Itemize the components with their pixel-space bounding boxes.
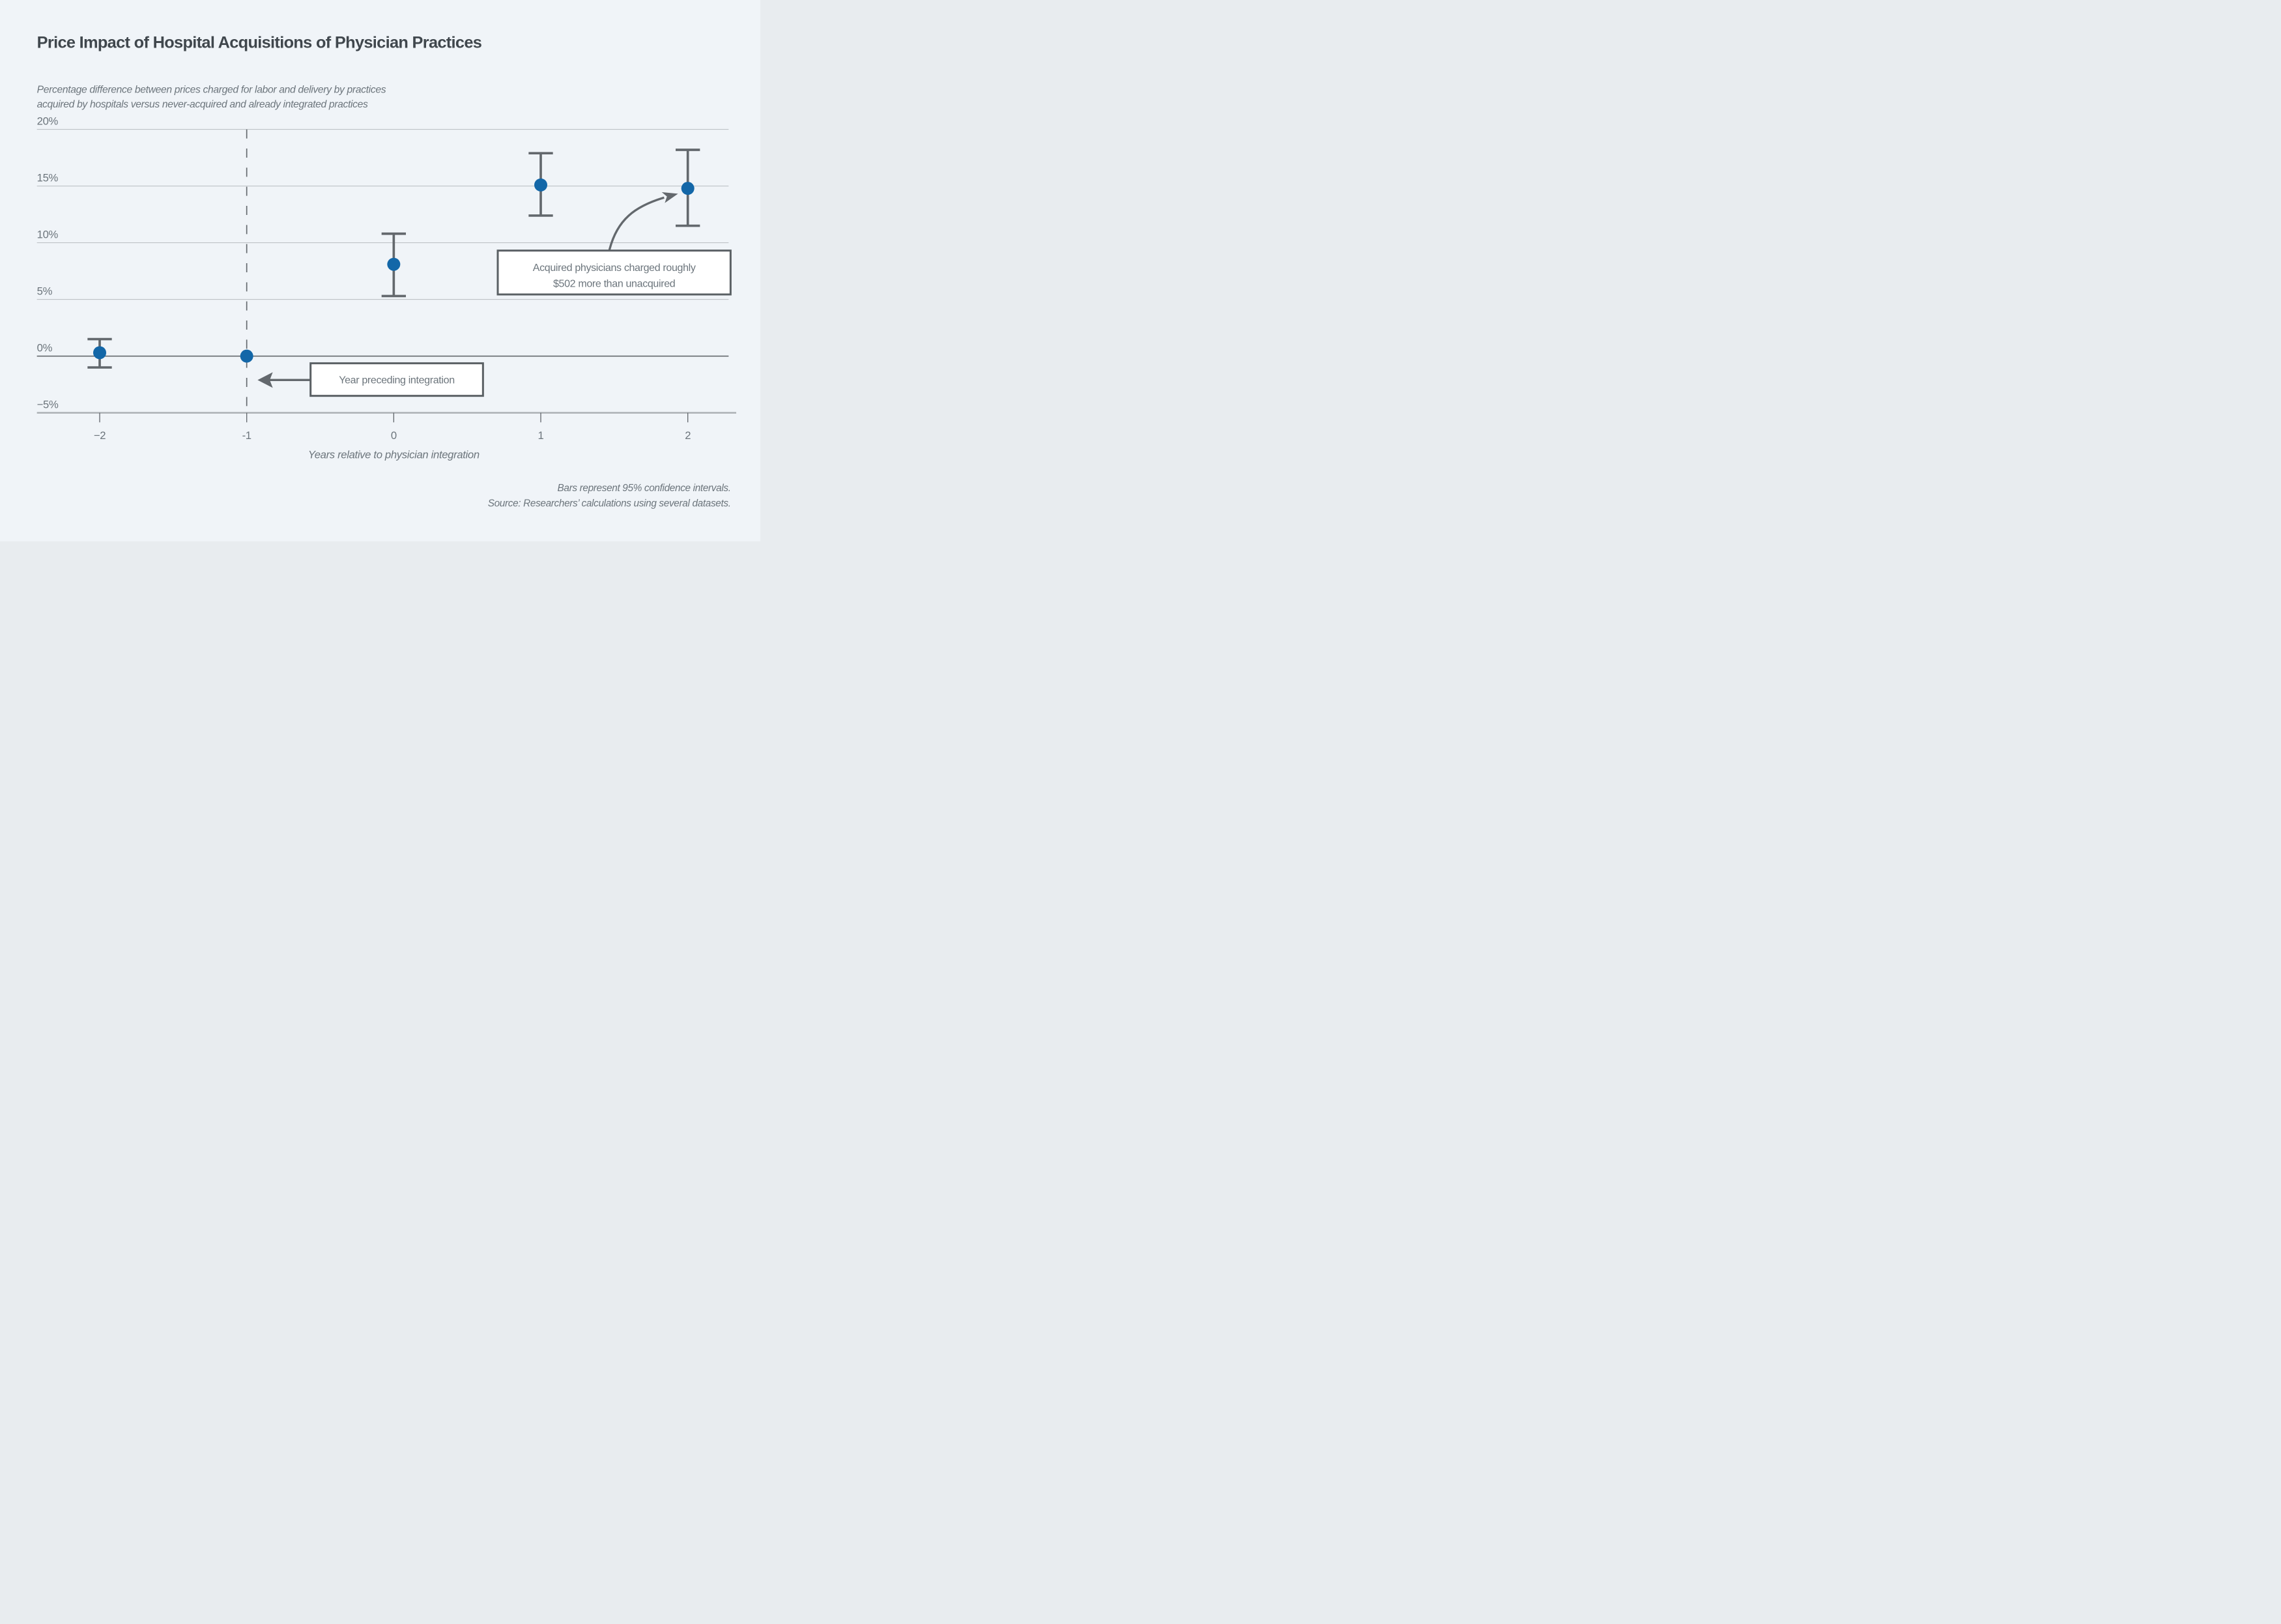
- x-tick-label: −2: [94, 429, 106, 442]
- chart-subtitle-line2: acquired by hospitals versus never-acqui…: [37, 99, 368, 110]
- plot-area: 20% 15% 10% 5% 0% −5% −2 -1 0 1 2: [36, 115, 736, 442]
- data-point: [240, 349, 253, 363]
- data-point: [93, 346, 106, 360]
- page-title: Price Impact of Hospital Acquisitions of…: [37, 33, 482, 51]
- arrowhead-left-icon: [257, 372, 273, 388]
- curved-arrow-line: [608, 196, 665, 251]
- annotation-preceding-label: Year preceding integration: [339, 375, 455, 386]
- price-impact-chart: Price Impact of Hospital Acquisitions of…: [0, 0, 760, 541]
- x-tick-label: -1: [242, 429, 251, 442]
- data-point: [681, 182, 695, 195]
- arrowhead-up-right-icon: [661, 192, 678, 203]
- data-point: [534, 178, 547, 192]
- y-tick-label: 15%: [37, 171, 59, 184]
- chart-subtitle-line1: Percentage difference between prices cha…: [37, 85, 386, 96]
- x-tick-label: 2: [685, 429, 691, 442]
- footnote-ci: Bars represent 95% confidence intervals.: [558, 483, 731, 494]
- x-tick-label: 0: [391, 429, 397, 442]
- data-point: [387, 257, 401, 271]
- footnote-source: Source: Researchers’ calculations using …: [488, 498, 731, 509]
- y-tick-label: 0%: [37, 341, 53, 354]
- annotation-acquired: Acquired physicians charged roughly $502…: [496, 192, 732, 296]
- y-tick-label: −5%: [37, 398, 59, 410]
- y-tick-label: 10%: [37, 228, 59, 240]
- annotation-acquired-line1: Acquired physicians charged roughly: [533, 263, 696, 274]
- chart-figure: Price Impact of Hospital Acquisitions of…: [0, 0, 760, 541]
- annotation-acquired-box: [496, 249, 732, 296]
- annotation-acquired-line2: $502 more than unacquired: [553, 279, 675, 290]
- annotation-preceding-box: [309, 362, 484, 397]
- y-tick-label: 20%: [37, 115, 59, 127]
- annotation-preceding: Year preceding integration: [257, 362, 484, 397]
- x-axis-title: Years relative to physician integration: [308, 448, 480, 461]
- x-tick-label: 1: [538, 429, 544, 442]
- y-tick-label: 5%: [37, 285, 53, 297]
